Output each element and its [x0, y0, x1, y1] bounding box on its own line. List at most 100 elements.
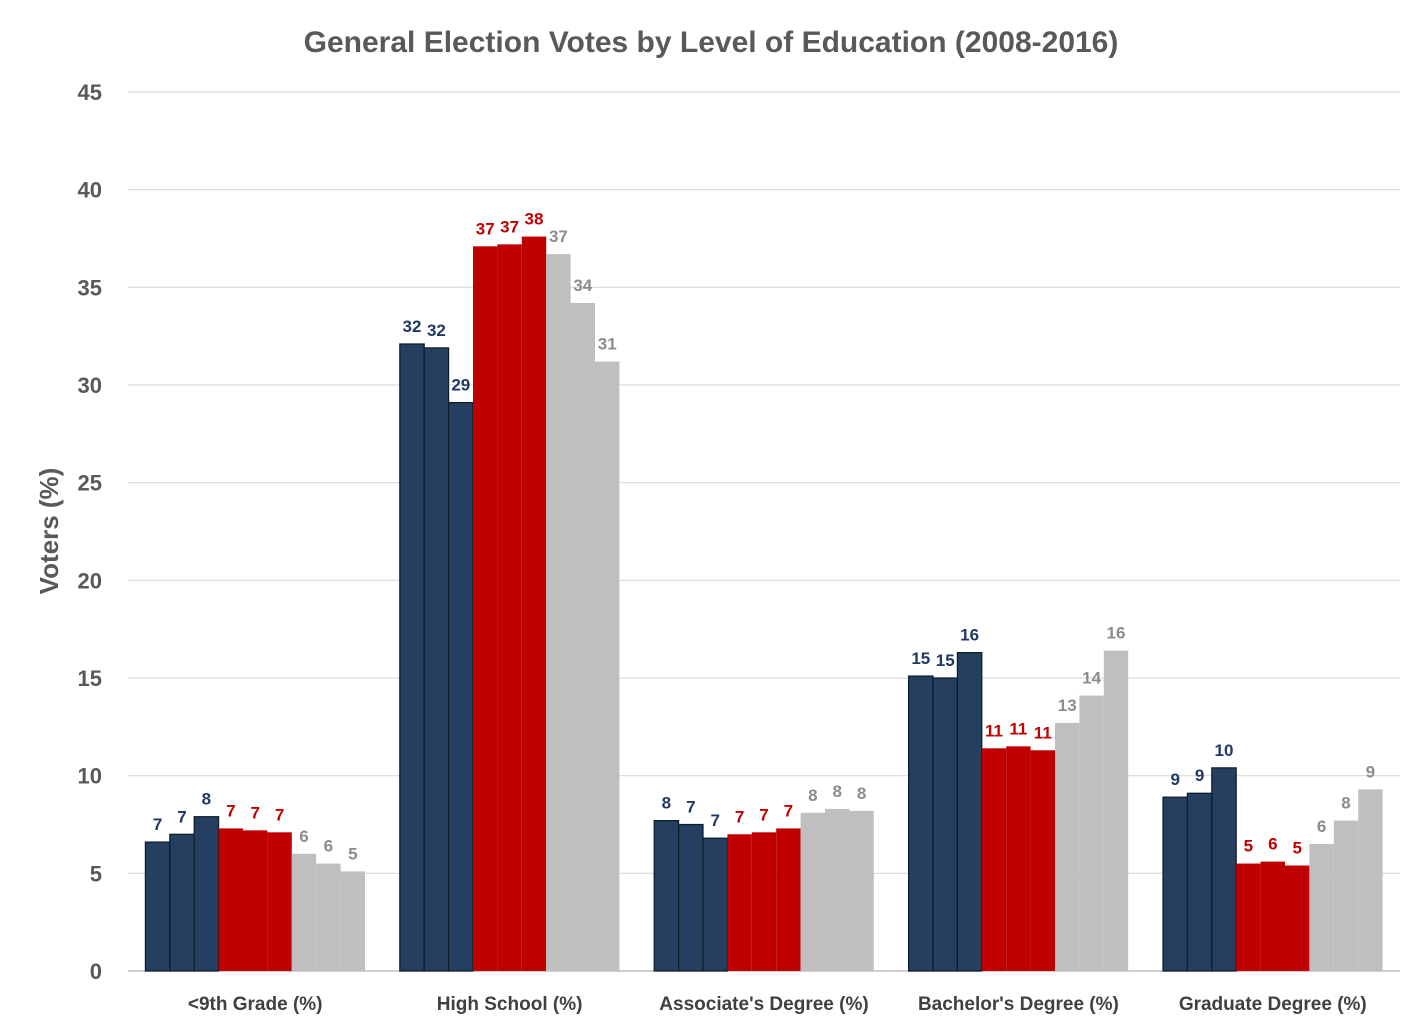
- y-tick-label: 5: [90, 861, 102, 886]
- data-label: 10: [1215, 741, 1234, 760]
- data-label: 32: [403, 317, 422, 336]
- bar: [1285, 865, 1310, 971]
- bar: [932, 677, 958, 972]
- y-tick-label: 15: [78, 666, 102, 691]
- x-tick-label: Associate's Degree (%): [659, 994, 868, 1015]
- data-label: 7: [784, 801, 793, 820]
- bar: [291, 853, 317, 971]
- bar: [653, 819, 680, 972]
- bar: [243, 830, 268, 971]
- y-tick-label: 35: [78, 275, 102, 300]
- data-label: 6: [1317, 817, 1326, 836]
- bar: [907, 675, 934, 972]
- y-tick-label: 25: [78, 471, 102, 496]
- data-label: 15: [936, 651, 955, 670]
- bar: [340, 871, 365, 971]
- bar: [981, 748, 1007, 971]
- y-axis-ticks: 0 5 10 15 20 25 30 35 40 45: [78, 80, 102, 984]
- bar: [1358, 789, 1383, 971]
- bar: [595, 361, 620, 971]
- data-label: 6: [1268, 835, 1277, 854]
- data-label: 14: [1082, 669, 1101, 688]
- data-label: 7: [710, 811, 719, 830]
- data-label: 37: [476, 219, 495, 238]
- bar: [702, 837, 728, 972]
- bar: [1030, 750, 1055, 971]
- bar: [1236, 863, 1261, 971]
- bar: [1055, 722, 1080, 971]
- bar: [521, 236, 547, 972]
- bar: [1079, 695, 1104, 971]
- bar: [1309, 844, 1334, 971]
- bar: [423, 347, 450, 972]
- data-label: 11: [1009, 719, 1027, 738]
- data-label: 7: [275, 805, 284, 824]
- bar: [1162, 796, 1188, 972]
- data-label: 7: [177, 807, 186, 826]
- data-label: 32: [427, 321, 446, 340]
- data-label: 16: [960, 626, 979, 645]
- data-label: 8: [1341, 794, 1350, 813]
- bar: [1211, 767, 1237, 972]
- data-label: 6: [324, 837, 333, 856]
- x-tick-label: <9th Grade (%): [188, 994, 323, 1015]
- data-label: 31: [598, 335, 617, 354]
- y-tick-label: 20: [78, 568, 102, 593]
- bar: [776, 828, 801, 971]
- data-label: 7: [153, 815, 162, 834]
- bar: [849, 810, 874, 971]
- data-label: 16: [1107, 624, 1126, 643]
- data-label: 7: [226, 801, 235, 820]
- data-label: 7: [686, 798, 695, 817]
- data-label: 8: [857, 784, 866, 803]
- data-label: 8: [832, 782, 841, 801]
- bar: [1006, 746, 1031, 971]
- bar: [677, 823, 704, 972]
- data-label: 15: [911, 649, 930, 668]
- data-label: 7: [759, 805, 768, 824]
- y-tick-label: 45: [78, 80, 102, 105]
- data-label: 5: [348, 844, 357, 863]
- bar: [727, 834, 752, 971]
- bars: [144, 236, 1383, 972]
- bar: [570, 302, 595, 972]
- bar: [473, 246, 498, 971]
- data-label: 11: [985, 721, 1003, 740]
- bar: [497, 244, 522, 972]
- y-tick-label: 10: [78, 764, 102, 789]
- y-tick-label: 0: [90, 959, 102, 984]
- bar: [144, 841, 171, 972]
- bar: [751, 832, 777, 971]
- bar: [267, 832, 292, 971]
- bar: [1103, 650, 1129, 971]
- data-label: 37: [500, 217, 519, 236]
- data-label: 5: [1292, 839, 1301, 858]
- data-label: 37: [549, 227, 568, 246]
- bar: [193, 816, 220, 972]
- chart-title: General Election Votes by Level of Educa…: [304, 26, 1119, 59]
- data-label: 9: [1366, 762, 1375, 781]
- bar: [448, 401, 474, 972]
- data-label: 8: [202, 790, 211, 809]
- y-tick-label: 30: [78, 373, 102, 398]
- data-label: 11: [1034, 723, 1052, 742]
- bar: [399, 343, 425, 972]
- data-label: 7: [250, 803, 259, 822]
- data-label: 5: [1244, 837, 1253, 856]
- bar: [1333, 820, 1359, 971]
- data-label: 29: [451, 376, 470, 395]
- x-tick-label: High School (%): [437, 994, 583, 1015]
- data-label: 6: [299, 827, 308, 846]
- bar: [218, 828, 243, 971]
- data-label: 8: [808, 786, 817, 805]
- data-label: 38: [525, 210, 544, 229]
- x-tick-label: Graduate Degree (%): [1179, 994, 1367, 1015]
- bar: [546, 254, 571, 972]
- x-axis-ticks: <9th Grade (%) High School (%) Associate's…: [188, 994, 1367, 1015]
- bar: [1186, 792, 1213, 972]
- bar: [800, 812, 825, 971]
- x-tick-label: Bachelor's Degree (%): [918, 994, 1119, 1015]
